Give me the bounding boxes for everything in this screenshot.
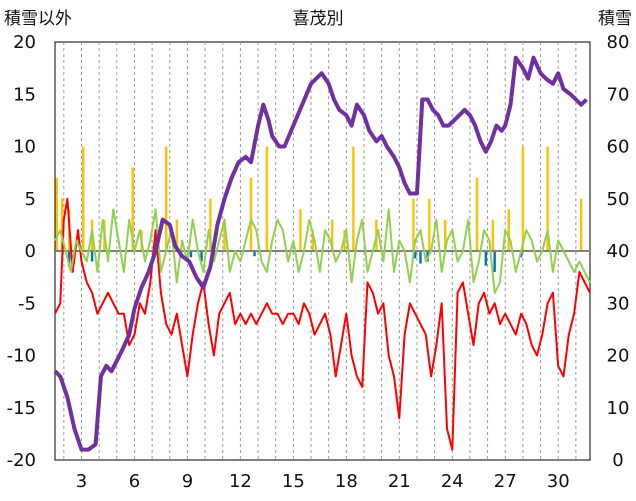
series-line <box>53 55 588 452</box>
bar-mark <box>413 251 417 259</box>
bar-mark <box>352 146 355 251</box>
x-tick-label: 3 <box>76 471 87 492</box>
right-tick-label: 50 <box>607 189 630 210</box>
left-tick-label: -10 <box>7 346 36 367</box>
bar-mark <box>507 209 510 251</box>
bar-mark <box>82 146 85 251</box>
x-tick-label: 27 <box>494 471 517 492</box>
series-line <box>54 208 591 294</box>
left-tick-label: 5 <box>25 189 36 210</box>
left-tick-label: 15 <box>13 84 36 105</box>
bar-mark <box>165 146 168 251</box>
bar-mark <box>90 251 94 262</box>
right-tick-label: 10 <box>607 398 630 419</box>
left-tick-label: 0 <box>25 241 36 262</box>
bar-mark <box>253 251 256 257</box>
bar-mark <box>223 219 226 251</box>
bar-mark <box>491 219 495 251</box>
chart-title: 喜茂別 <box>293 9 344 29</box>
bar-mark <box>521 146 525 251</box>
bar-mark <box>311 230 314 251</box>
right-tick-label: 40 <box>607 241 630 262</box>
right-axis-label: 積雪 <box>598 9 632 29</box>
bar-mark <box>331 219 334 251</box>
bar-mark <box>475 177 479 251</box>
bar-mark <box>131 167 134 251</box>
left-tick-label: 10 <box>13 137 36 158</box>
series-line <box>54 197 591 451</box>
day-gridlines <box>63 42 577 460</box>
bar-mark <box>60 198 64 251</box>
bar-mark <box>200 251 203 262</box>
bar-mark <box>412 198 415 251</box>
bar-mark <box>428 198 431 251</box>
line-series-layer <box>53 55 591 452</box>
bar-mark <box>265 146 269 251</box>
left-tick-label: -15 <box>7 398 36 419</box>
bar-mark <box>299 209 302 251</box>
x-tick-label: 6 <box>129 471 140 492</box>
bar-mark <box>67 251 71 267</box>
x-tick-label: 9 <box>182 471 193 492</box>
right-tick-label: 30 <box>607 293 630 314</box>
left-tick-label: -5 <box>18 293 36 314</box>
bar-mark <box>175 219 179 251</box>
right-tick-label: 20 <box>607 346 630 367</box>
x-tick-label: 21 <box>388 471 411 492</box>
bar-mark <box>484 251 488 266</box>
right-tick-label: 70 <box>607 84 630 105</box>
bar-mark <box>493 251 496 272</box>
left-tick-label: -20 <box>7 450 36 471</box>
right-tick-label: 80 <box>607 32 630 53</box>
bar-mark <box>579 198 583 251</box>
bar-mark <box>546 146 549 251</box>
x-tick-label: 18 <box>335 471 358 492</box>
bar-mark <box>444 219 447 251</box>
right-tick-label: 0 <box>612 450 623 471</box>
bar-mark <box>419 251 422 264</box>
x-tick-label: 24 <box>441 471 464 492</box>
x-tick-label: 15 <box>282 471 305 492</box>
left-axis-label: 積雪以外 <box>4 9 72 29</box>
right-tick-label: 60 <box>607 137 630 158</box>
x-tick-label: 12 <box>229 471 252 492</box>
left-tick-label: 20 <box>13 32 36 53</box>
bar-mark <box>249 177 253 251</box>
x-tick-label: 30 <box>547 471 570 492</box>
bar-mark <box>189 251 193 258</box>
bar-mark <box>55 177 58 251</box>
bar-mark <box>209 198 212 251</box>
bar-series-layer <box>55 146 590 272</box>
